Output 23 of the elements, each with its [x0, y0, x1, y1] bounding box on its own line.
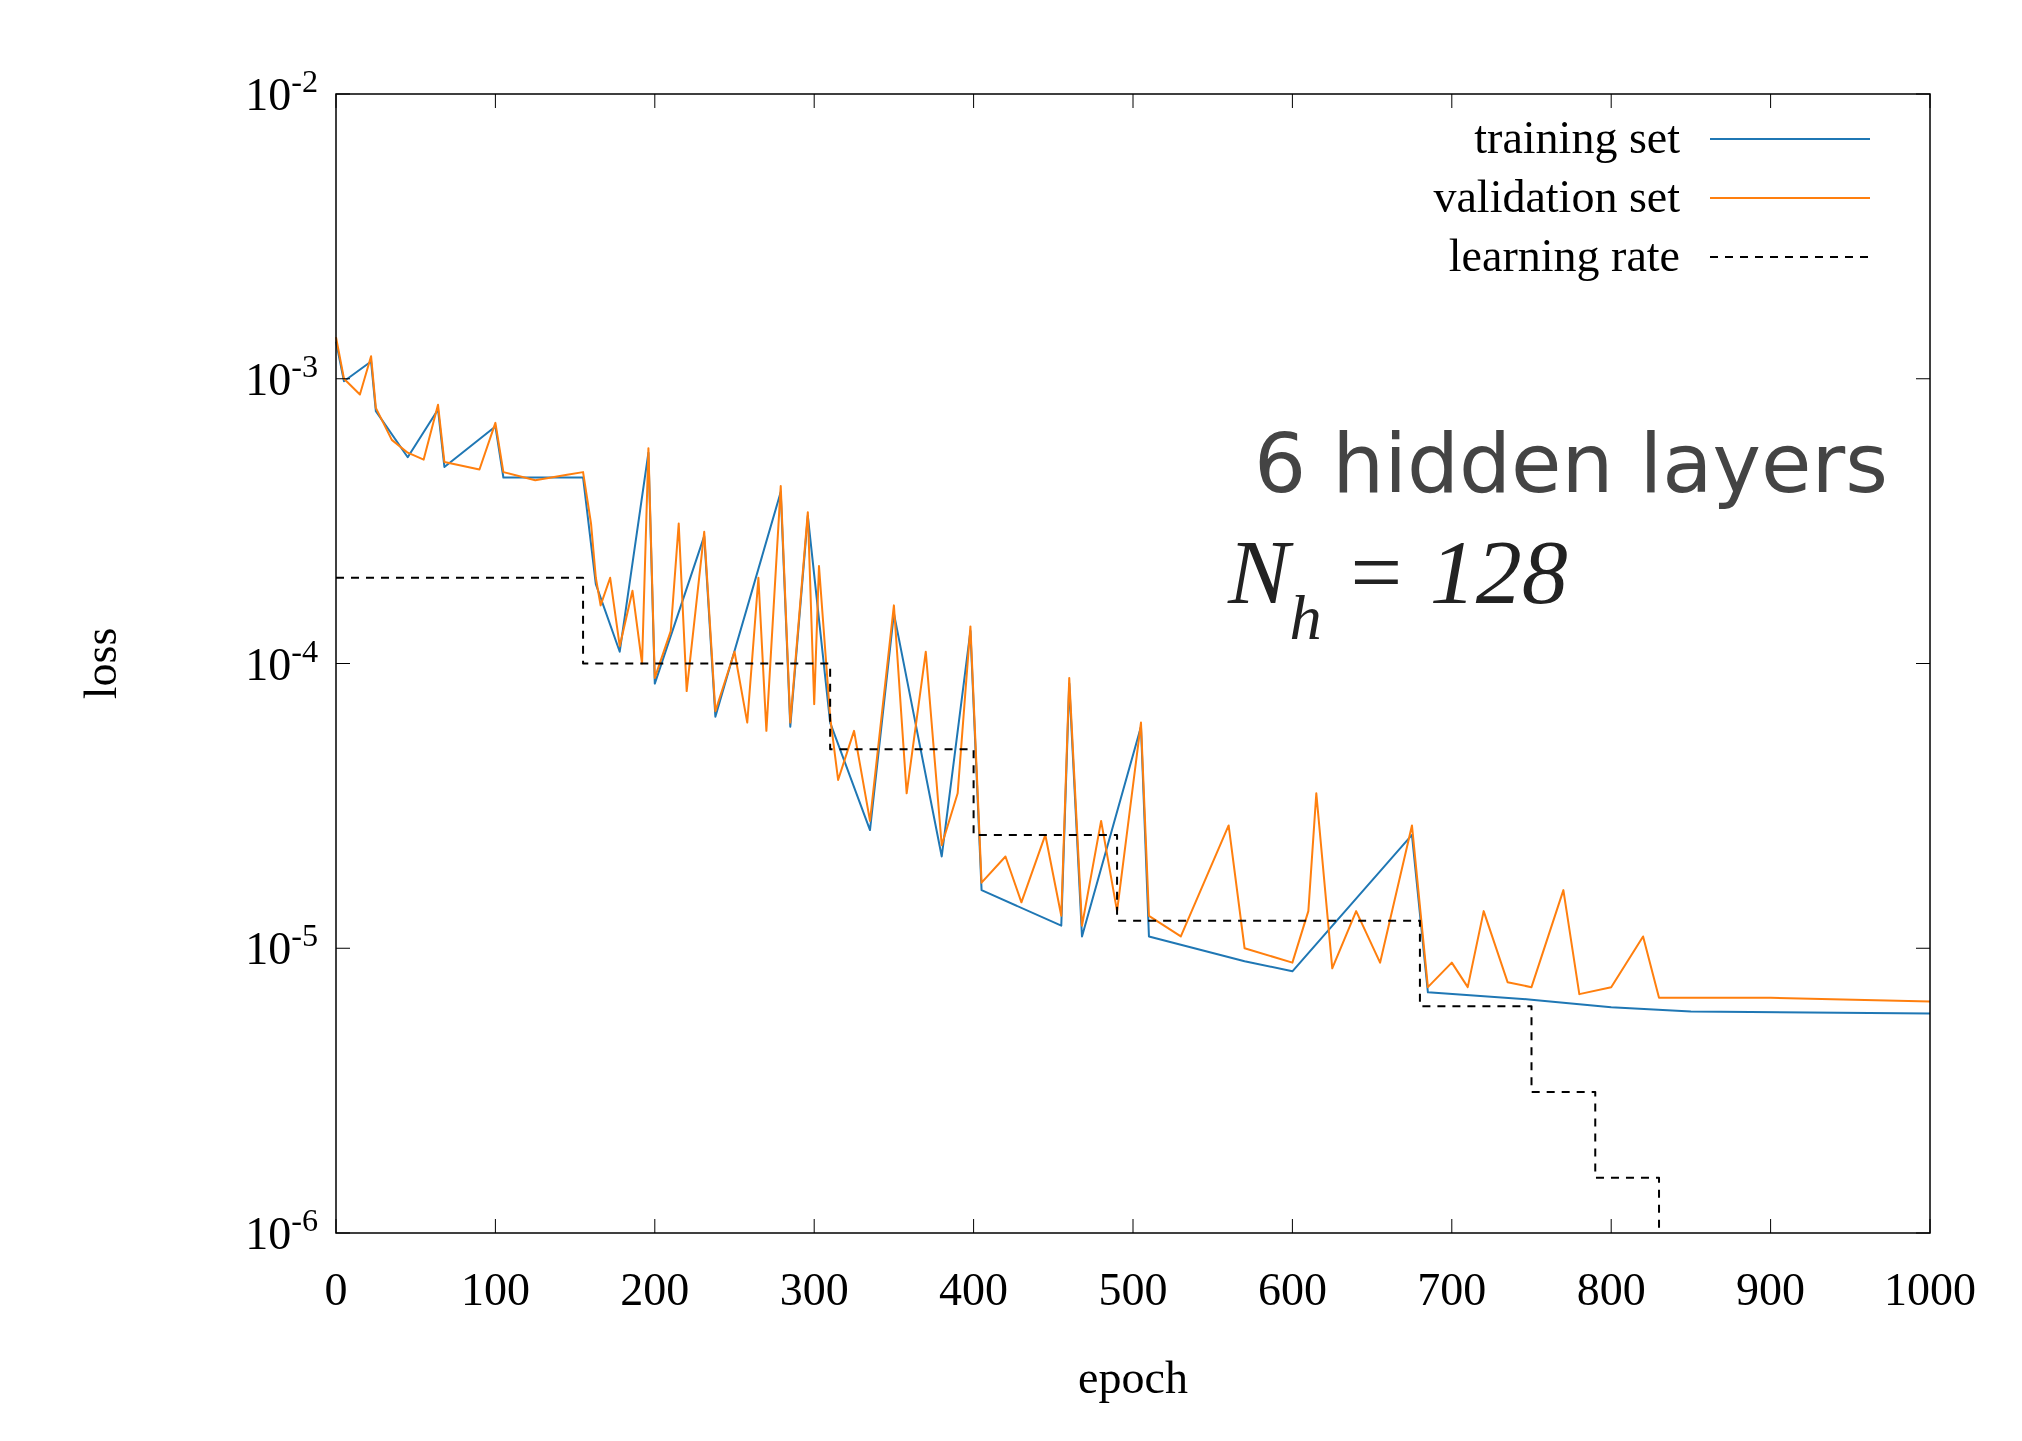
y-axis-title: loss: [75, 627, 126, 700]
legend-label: validation set: [1433, 171, 1681, 222]
x-tick-label: 600: [1257, 1264, 1327, 1315]
annotation: N$_{h}$ = 128: [1227, 521, 1568, 653]
y-tick-label: 10$^{-2}$: [245, 63, 318, 120]
y-tick-label: 10$^{-5}$: [245, 917, 318, 975]
x-tick-label: 0: [324, 1264, 348, 1315]
x-tick-label: 900: [1736, 1264, 1806, 1315]
annotation: 6 hidden layers: [1253, 416, 1888, 511]
x-tick-label: 100: [460, 1264, 530, 1315]
y-tick-label: 10$^{-3}$: [245, 347, 318, 405]
x-tick-label: 400: [939, 1264, 1009, 1315]
legend-label: learning rate: [1448, 230, 1680, 281]
x-tick-label: 700: [1417, 1264, 1487, 1315]
x-tick-label: 800: [1576, 1264, 1646, 1315]
y-tick-label: 10$^{-6}$: [245, 1202, 318, 1259]
x-tick-label: 300: [779, 1264, 849, 1315]
legend-label: training set: [1474, 112, 1681, 163]
x-tick-label: 200: [620, 1264, 690, 1315]
x-tick-label: 500: [1098, 1264, 1168, 1315]
y-tick-label: 10$^{-4}$: [245, 632, 318, 690]
x-tick-label: 1000: [1884, 1264, 1976, 1315]
x-axis-title: epoch: [1078, 1352, 1188, 1403]
